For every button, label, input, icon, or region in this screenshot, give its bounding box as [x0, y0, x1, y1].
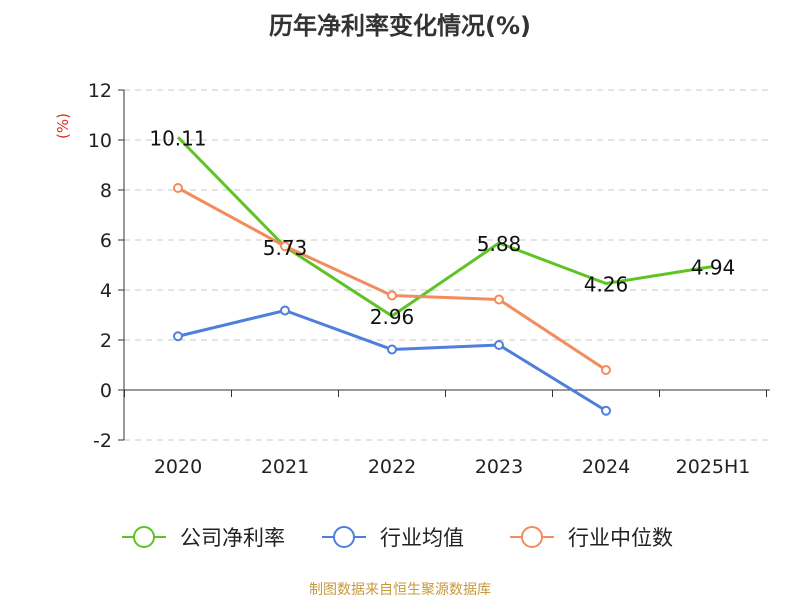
legend-item[interactable]: 行业中位数	[510, 526, 673, 550]
legend-item[interactable]: 行业均值	[322, 526, 464, 550]
data-point[interactable]	[601, 405, 611, 416]
legend-item[interactable]: 公司净利率	[122, 526, 285, 550]
y-tick-label: 4	[100, 280, 112, 302]
series-markers	[173, 183, 611, 416]
x-tick-label: 2023	[475, 456, 523, 478]
legend[interactable]: 公司净利率 行业均值 行业中位数	[122, 526, 673, 550]
legend-label: 行业均值	[380, 526, 464, 550]
data-label: 5.88	[477, 232, 522, 256]
data-point[interactable]	[601, 365, 611, 375]
data-source-note: 制图数据来自恒生聚源数据库	[309, 582, 491, 598]
y-tick-label: 6	[100, 230, 112, 252]
legend-label: 行业中位数	[568, 526, 673, 550]
data-point[interactable]	[280, 305, 290, 316]
data-point[interactable]	[280, 241, 290, 252]
chart-title: 历年净利率变化情况(%)	[269, 12, 531, 40]
data-label: 4.94	[691, 256, 736, 280]
legend-label: 公司净利率	[180, 526, 285, 550]
series-line	[177, 186, 607, 372]
y-tick-label: 12	[88, 80, 112, 102]
grid-lines	[124, 89, 770, 441]
data-label: 5.73	[263, 236, 308, 260]
y-tick-label: 2	[100, 330, 112, 352]
x-tick-label: 2021	[261, 456, 309, 478]
series-line	[176, 136, 714, 318]
y-tick-label: 0	[100, 380, 112, 402]
x-tick-label: 2022	[368, 456, 416, 478]
y-tick-label: 8	[100, 180, 112, 202]
data-point[interactable]	[173, 331, 183, 342]
x-tick-label: 2024	[582, 456, 630, 478]
series-lines	[176, 136, 714, 413]
legend-circle-icon	[133, 526, 155, 548]
y-tick-label: -2	[93, 430, 112, 452]
axes: 12 10 8 6 4 2 0 -2 2020 2021 2022 2023 2024 2025H1	[88, 80, 770, 478]
data-point[interactable]	[494, 340, 504, 350]
y-axis-unit-label: (%)	[54, 113, 72, 139]
data-label: 2.96	[370, 305, 415, 329]
data-point[interactable]	[387, 290, 397, 301]
data-point[interactable]	[494, 294, 504, 305]
legend-circle-icon	[333, 526, 355, 548]
data-label: 4.26	[584, 273, 629, 297]
data-point[interactable]	[173, 183, 183, 193]
x-tick-label: 2025H1	[676, 456, 751, 478]
y-tick-label: 10	[88, 130, 112, 152]
legend-circle-icon	[521, 526, 543, 548]
data-labels: 10.11 5.73 2.96 5.88 4.26 4.94	[149, 126, 735, 329]
data-label: 10.11	[149, 126, 206, 150]
x-tick-label: 2020	[154, 456, 202, 478]
data-point[interactable]	[387, 344, 397, 355]
